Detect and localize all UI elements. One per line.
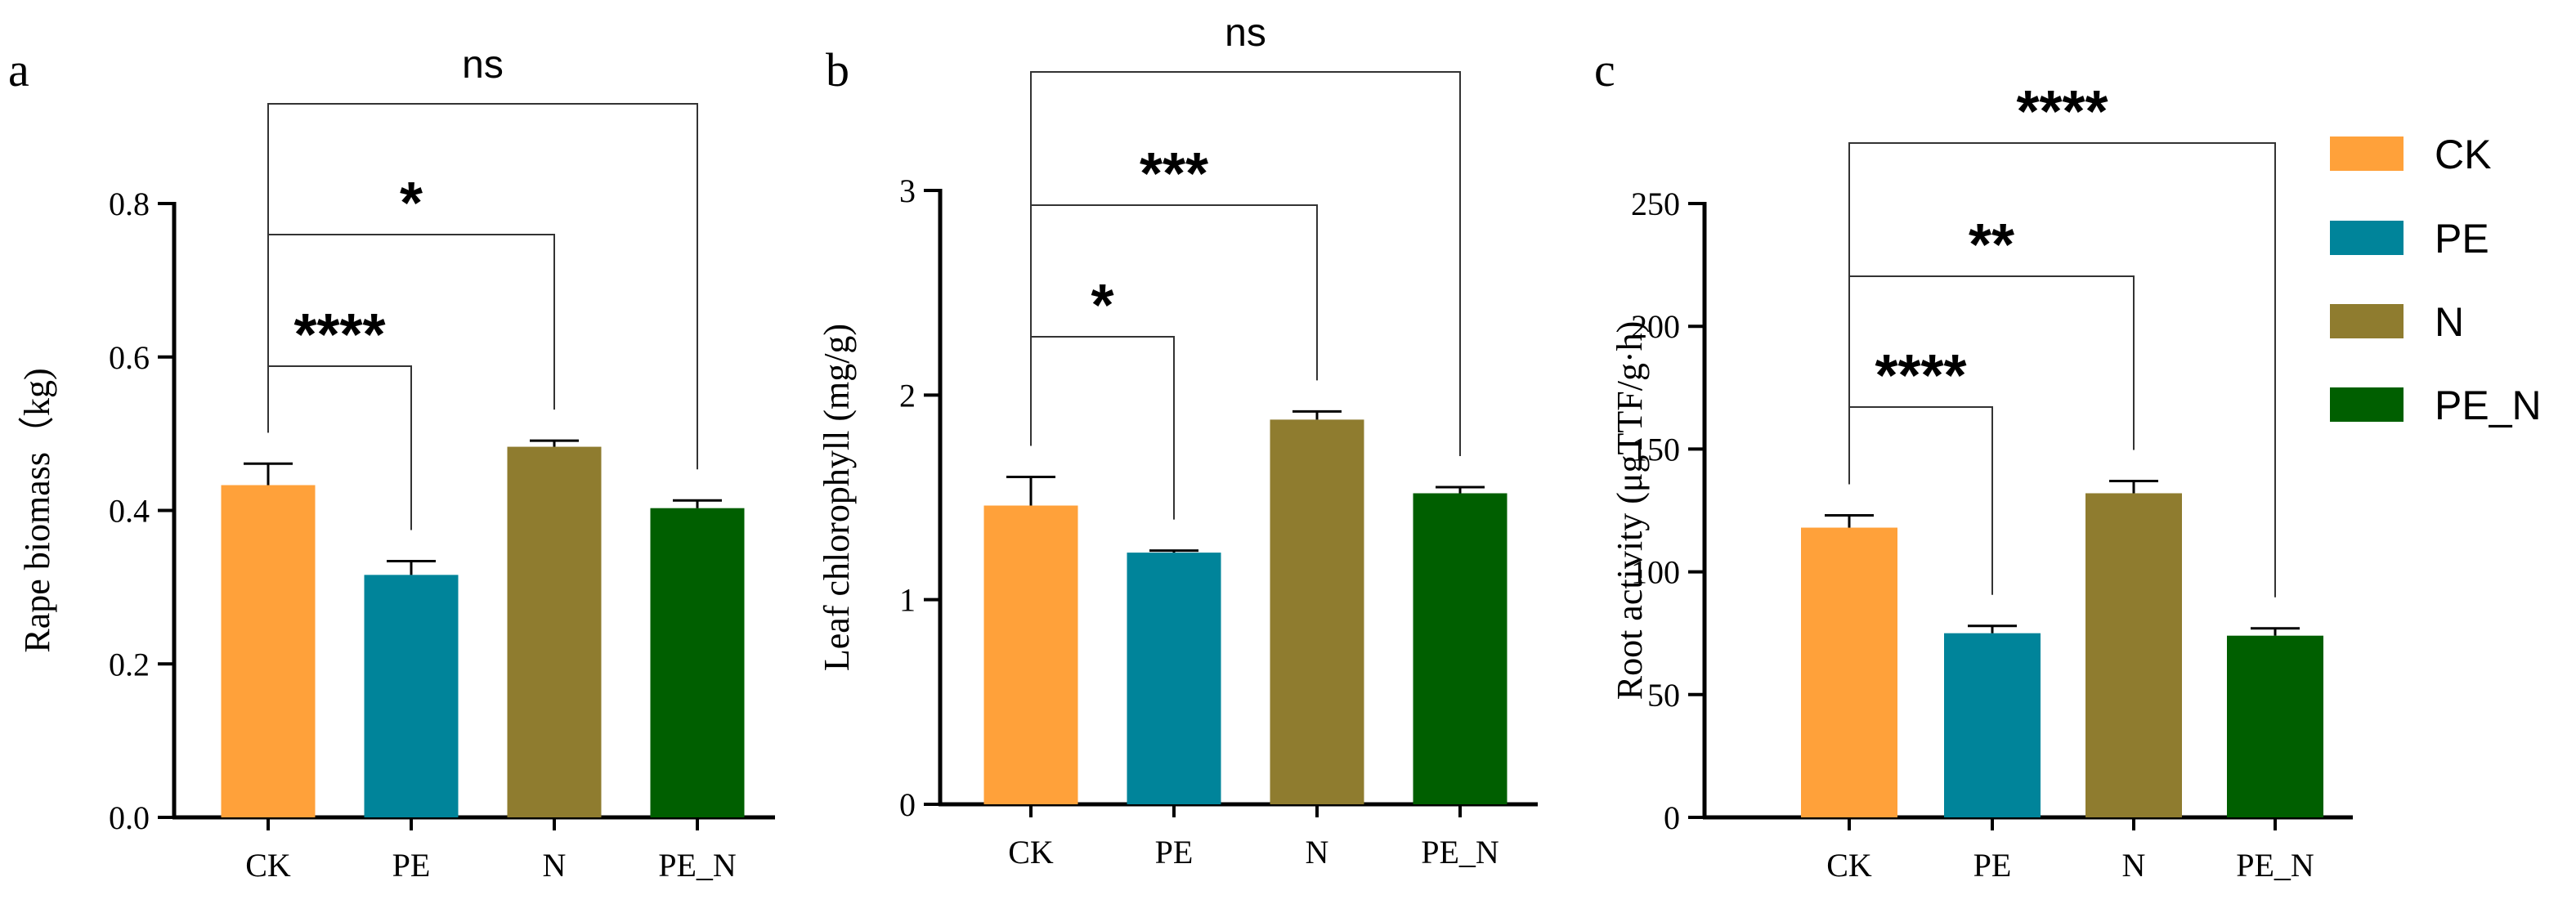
bar-pe-n (1413, 493, 1508, 804)
legend-swatch-n (2330, 304, 2404, 338)
x-tick-label: PE_N (2236, 847, 2314, 884)
x-tick-label: N (1306, 834, 1329, 870)
x-tick-label: CK (1008, 834, 1054, 870)
y-tick-label: 0 (899, 786, 916, 823)
bar-ck (983, 505, 1078, 804)
bar-pe (1944, 633, 2041, 817)
x-tick-label: PE (392, 847, 431, 884)
y-axis-title: Root activity (μgTTF/g·h) (1610, 321, 1650, 700)
significance-label-ns: ns (462, 43, 504, 87)
y-tick-label: 250 (1631, 186, 1680, 222)
y-tick-label: 150 (1631, 431, 1680, 468)
significance-label-ns: ns (1225, 11, 1266, 55)
y-tick-label: 0 (1664, 799, 1680, 836)
legend: CK PE N PE_N (2330, 132, 2542, 428)
bar-ck (1801, 527, 1897, 817)
panel-letter-b: b (826, 43, 849, 96)
bar-n (507, 446, 602, 817)
significance-bracket (1030, 336, 1175, 520)
y-axis-title: Rape biomass（kg) (17, 368, 57, 652)
y-tick-label: 100 (1631, 554, 1680, 591)
significance-label-stars: * (1091, 273, 1113, 338)
x-tick-label: N (2122, 847, 2146, 884)
y-tick-label: 3 (899, 172, 916, 209)
y-axis-title: Leaf chlorophyll (mg/g) (817, 324, 857, 671)
x-tick-label: PE_N (1421, 834, 1499, 870)
significance-label-stars: **** (1875, 343, 1966, 409)
panel-letter-c: c (1594, 43, 1615, 96)
y-tick-label: 200 (1631, 308, 1680, 345)
y-tick-label: 1 (899, 582, 916, 619)
x-tick-label: PE (1973, 847, 2012, 884)
significance-bracket (267, 103, 698, 470)
y-tick-label: 0.4 (109, 493, 150, 530)
bar-pe (364, 575, 459, 817)
legend-swatch-pe-n (2330, 387, 2404, 422)
bar-n (2085, 493, 2182, 817)
legend-label-n: N (2435, 299, 2464, 345)
y-tick-label: 50 (1647, 677, 1680, 714)
legend-label-pe: PE (2435, 216, 2489, 262)
bar-pe-n (650, 508, 745, 817)
y-tick-label: 0.0 (109, 799, 150, 836)
chart-panel-a: a Rape biomass（kg) 0.0 0.2 0.4 0.6 0.8 CK PE N PE_… (8, 43, 775, 884)
significance-bracket (1848, 142, 2276, 597)
significance-label-stars: ** (1969, 213, 2014, 278)
bar-n (1270, 419, 1364, 804)
significance-label-stars: **** (2016, 79, 2108, 145)
significance-bracket (1030, 71, 1461, 456)
x-tick-label: CK (245, 847, 291, 884)
significance-label-stars: **** (293, 302, 385, 368)
bar-ck (221, 485, 316, 817)
y-tick-label: 0.8 (109, 186, 150, 222)
y-tick-label: 0.6 (109, 339, 150, 376)
y-tick-label: 0.2 (109, 646, 150, 683)
significance-label-stars: * (400, 171, 423, 236)
legend-swatch-pe (2330, 221, 2404, 255)
x-tick-label: PE (1155, 834, 1194, 870)
x-tick-label: N (543, 847, 567, 884)
legend-label-pe-n: PE_N (2435, 383, 2542, 428)
x-tick-label: PE_N (658, 847, 737, 884)
x-tick-label: CK (1826, 847, 1872, 884)
chart-panel-c: c Root activity (μgTTF/g·h) 0 50 100 150 200 25… (1594, 43, 2353, 884)
bar-pe-n (2227, 635, 2323, 817)
panel-letter-a: a (8, 43, 29, 96)
legend-label-ck: CK (2435, 132, 2491, 177)
bar-pe (1127, 553, 1221, 804)
legend-swatch-ck (2330, 137, 2404, 171)
significance-label-stars: *** (1140, 141, 1208, 207)
y-tick-label: 2 (899, 377, 916, 414)
